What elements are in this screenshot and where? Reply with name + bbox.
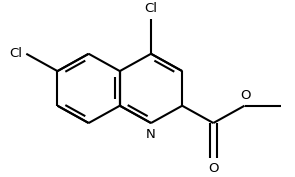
Text: Cl: Cl	[145, 2, 158, 15]
Text: O: O	[208, 161, 219, 175]
Text: Cl: Cl	[9, 47, 22, 60]
Text: O: O	[240, 89, 251, 102]
Text: N: N	[146, 128, 156, 141]
